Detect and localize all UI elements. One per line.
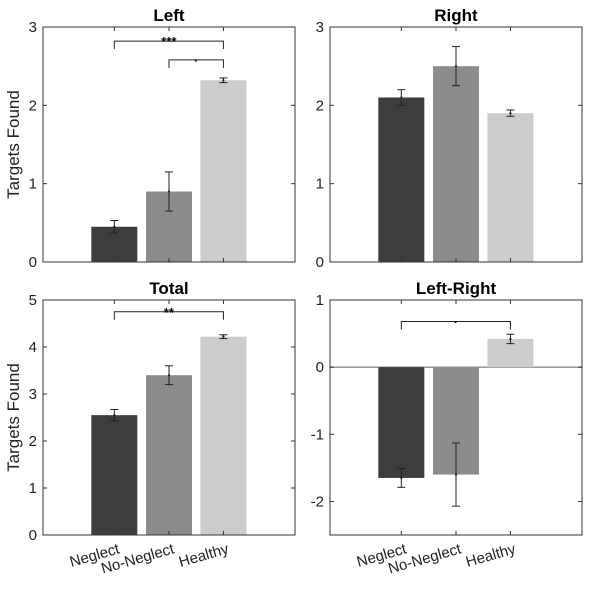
bar-healthy bbox=[200, 336, 247, 535]
y-tick-label: 1 bbox=[316, 292, 324, 309]
error-bar bbox=[110, 219, 119, 234]
bar-neglect bbox=[378, 97, 425, 262]
error-bar bbox=[165, 365, 173, 386]
bar-healthy bbox=[487, 113, 534, 263]
y-axis-label: Targets Found bbox=[4, 90, 23, 199]
y-tick-label: 3 bbox=[29, 386, 37, 403]
y-tick-label: 2 bbox=[316, 97, 324, 114]
significance-label: · bbox=[454, 314, 458, 329]
bar-no-neglect bbox=[146, 375, 192, 535]
y-tick-label: 1 bbox=[316, 176, 324, 193]
panel-title: Left-Right bbox=[416, 279, 497, 298]
panel-title: Total bbox=[149, 279, 188, 298]
error-bar bbox=[397, 89, 406, 106]
y-tick-label: 3 bbox=[29, 19, 37, 36]
panel-title: Right bbox=[434, 6, 478, 25]
y-tick-label: 0 bbox=[29, 527, 37, 544]
x-tick-label: Healthy bbox=[464, 540, 518, 570]
significance-bracket: · bbox=[400, 314, 511, 330]
error-bar bbox=[506, 333, 515, 345]
error-bar bbox=[110, 409, 119, 422]
bar-neglect bbox=[378, 367, 425, 478]
y-axis-label: Targets Found bbox=[4, 363, 23, 472]
y-tick-label: 1 bbox=[29, 176, 37, 193]
error-bar bbox=[165, 171, 173, 212]
bar-healthy bbox=[200, 80, 247, 263]
y-tick-label: -1 bbox=[311, 426, 324, 443]
error-bar bbox=[452, 442, 460, 507]
y-tick-label: 4 bbox=[29, 339, 37, 356]
error-bar bbox=[219, 77, 228, 84]
y-tick-label: 0 bbox=[316, 359, 324, 376]
y-tick-label: 3 bbox=[316, 19, 324, 36]
y-tick-label: 0 bbox=[316, 254, 324, 271]
y-tick-label: 2 bbox=[29, 433, 37, 450]
panel-0: 0 1 2 3 Left Targets Found *** · bbox=[4, 6, 296, 271]
bar-neglect bbox=[91, 415, 138, 535]
error-bar bbox=[452, 46, 460, 87]
significance-bracket: *** bbox=[113, 34, 224, 50]
x-tick-label: Healthy bbox=[177, 540, 231, 570]
y-tick-label: -2 bbox=[311, 493, 324, 510]
error-bar bbox=[397, 468, 406, 488]
y-tick-label: 0 bbox=[29, 254, 37, 271]
panel-1: 0 1 2 3 Right bbox=[316, 6, 583, 271]
y-tick-label: 1 bbox=[29, 480, 37, 497]
significance-bracket: · bbox=[168, 53, 224, 68]
significance-bracket: ** bbox=[113, 305, 224, 320]
significance-label: *** bbox=[161, 34, 177, 49]
y-tick-label: 5 bbox=[29, 292, 37, 309]
significance-label: ** bbox=[164, 305, 175, 320]
bar-no-neglect bbox=[433, 66, 479, 263]
error-bar bbox=[219, 334, 228, 340]
significance-label: · bbox=[194, 53, 198, 68]
y-tick-label: 2 bbox=[29, 97, 37, 114]
error-bar bbox=[506, 109, 515, 117]
panel-title: Left bbox=[153, 6, 185, 25]
